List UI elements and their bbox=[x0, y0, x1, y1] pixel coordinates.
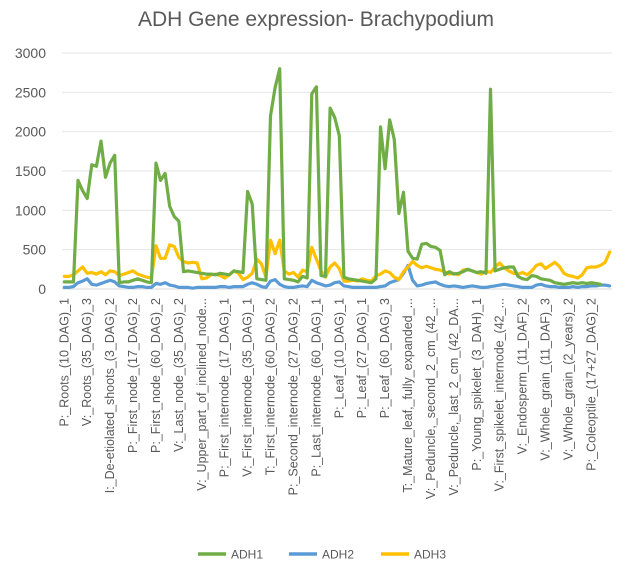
x-tick-label: P:_Young_spikelet_(3_DAH)_1 bbox=[470, 298, 484, 471]
x-tick-label: P:_First_node_(17_DAG)_2 bbox=[126, 298, 140, 453]
y-tick-label: 1500 bbox=[15, 163, 46, 179]
gridlines bbox=[62, 52, 612, 290]
x-tick-label: V:_Peduncle,_last_2_cm_(42_DA... bbox=[447, 298, 461, 496]
x-tick-label: P:_Leaf_(60_DAG)_3 bbox=[378, 298, 392, 418]
x-tick-label: V:_Whole_grain_(2_years)_2 bbox=[561, 298, 575, 460]
x-tick-label: P:_Leaf_(10_DAG)_1 bbox=[332, 298, 346, 418]
series-line-adh3 bbox=[62, 238, 612, 283]
x-tick-label: T:_First_internode_(60_DAG)_2 bbox=[264, 298, 278, 475]
legend-label-adh1: ADH1 bbox=[231, 548, 263, 562]
y-tick-label: 0 bbox=[38, 281, 46, 297]
y-tick-label: 500 bbox=[23, 242, 47, 258]
legend: ADH1 ADH2 ADH3 bbox=[198, 548, 446, 562]
x-tick-label: V:_First_internode_(35_DAG)_1 bbox=[241, 298, 255, 477]
x-tick-label: P:_Roots_(10_DAG)_1 bbox=[57, 298, 71, 427]
x-tick-label: V:_First_spikelet_internode_(42_... bbox=[493, 298, 507, 491]
x-tick-label: V:_Last_node_(35_DAG)_2 bbox=[172, 298, 186, 452]
y-tick-label: 3000 bbox=[15, 45, 46, 61]
x-tick-label: P:_First_node_(60_DAG)_2 bbox=[149, 298, 163, 453]
x-tick-label: V:_Whole_grain_(11_DAF)_3 bbox=[539, 298, 553, 461]
x-tick-label: V:_Upper_part_of_inclined_node... bbox=[195, 298, 209, 491]
x-tick-label: I:_De-etiolated_shoots_(3_DAG)_2 bbox=[103, 298, 117, 493]
series-lines bbox=[62, 67, 612, 290]
y-tick-label: 2500 bbox=[15, 84, 46, 100]
x-tick-label: P:_Last_internode_(60_DAG)_1 bbox=[309, 298, 323, 477]
series-line-adh2 bbox=[62, 263, 612, 290]
x-tick-label: V:_Roots_(35_DAG)_3 bbox=[80, 298, 94, 426]
x-axis-ticks: P:_Roots_(10_DAG)_1 V:_Roots_(35_DAG)_3 I:… bbox=[57, 298, 598, 499]
x-tick-label: V:_Peduncle,_second_2_cm_(42_... bbox=[424, 298, 438, 499]
x-tick-label: P:_Coleoptile_(17+27_DAG)_2 bbox=[584, 298, 598, 471]
x-tick-label: P:_Leaf_(27_DAG)_1 bbox=[355, 298, 369, 418]
x-tick-label: P:_Second_internode_(27_DAG)_2 bbox=[286, 298, 300, 495]
y-tick-label: 1000 bbox=[15, 202, 46, 218]
y-axis-ticks: 0 500 1000 1500 2000 2500 3000 bbox=[15, 45, 46, 297]
legend-label-adh2: ADH2 bbox=[322, 548, 354, 562]
y-tick-label: 2000 bbox=[15, 124, 46, 140]
x-tick-label: T:_Mature_leaf,_fully_expanded_... bbox=[401, 298, 415, 493]
chart-title: ADH Gene expression- Brachypodium bbox=[138, 8, 494, 31]
series-line-adh1 bbox=[62, 67, 603, 286]
legend-label-adh3: ADH3 bbox=[414, 548, 446, 562]
x-tick-label: P:_First_internode_(17_DAG)_1 bbox=[218, 298, 232, 477]
x-tick-label: V:_Endosperm_(11_DAF)_2 bbox=[516, 298, 530, 454]
